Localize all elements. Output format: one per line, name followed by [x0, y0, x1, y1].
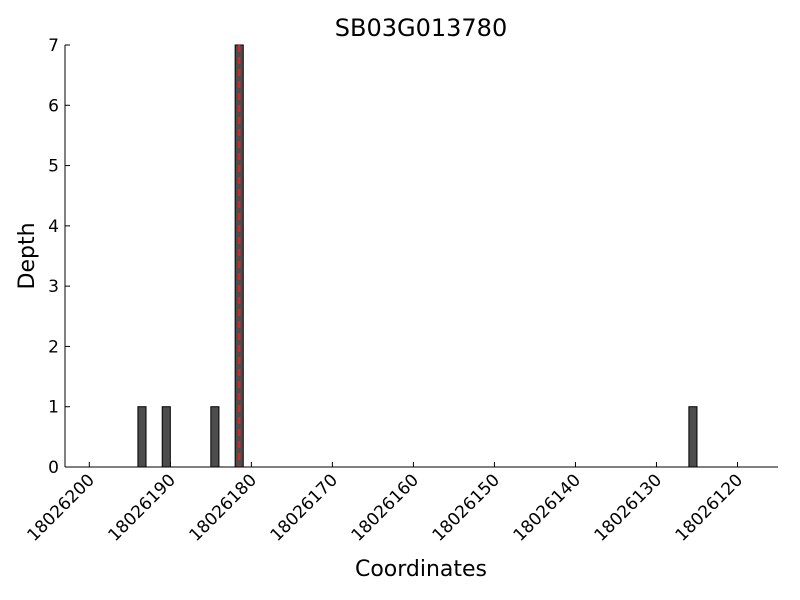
y-tick-label: 7 [48, 36, 59, 56]
bar [161, 406, 171, 468]
x-tick-label: 18026130 [591, 470, 666, 545]
y-tick-label: 0 [48, 458, 59, 478]
bar [688, 406, 698, 468]
x-tick-label: 18026200 [24, 470, 99, 545]
y-tick-label: 1 [48, 398, 59, 418]
y-tick-label: 3 [48, 277, 59, 297]
bar [137, 406, 147, 468]
x-tick-label: 18026120 [672, 470, 747, 545]
x-tick-label: 18026170 [267, 470, 342, 545]
y-tick-label: 5 [48, 157, 59, 177]
x-tick-label: 18026190 [105, 470, 180, 545]
y-tick-label: 4 [48, 217, 59, 237]
x-tick-label: 18026150 [429, 470, 504, 545]
chart-title: SB03G013780 [335, 14, 507, 42]
x-tick-label: 18026160 [348, 470, 423, 545]
y-tick-label: 6 [48, 96, 59, 116]
y-axis-label: Depth [15, 222, 40, 289]
x-axis-label: Coordinates [355, 557, 487, 582]
y-tick-label: 2 [48, 337, 59, 357]
x-tick-label: 18026140 [510, 470, 585, 545]
bar [210, 406, 220, 468]
x-tick-label: 18026180 [186, 470, 261, 545]
